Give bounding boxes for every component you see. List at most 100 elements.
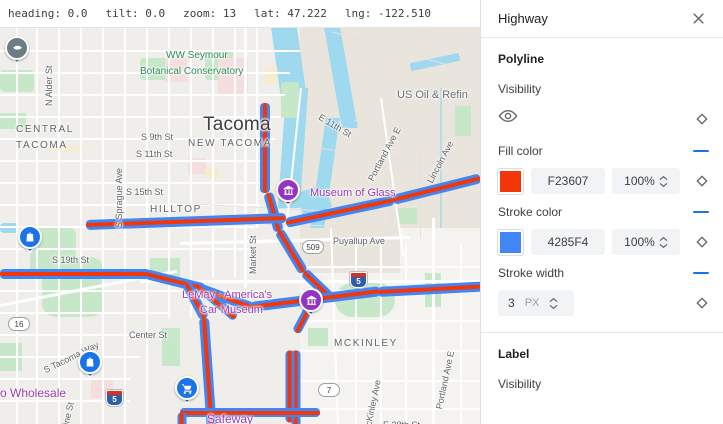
highway-polyline-segment[interactable] [0, 269, 150, 279]
fill-color-opacity-input[interactable]: 100% [612, 168, 680, 194]
close-icon[interactable] [685, 6, 711, 32]
landuse-hospital-2 [188, 158, 206, 174]
grid-street-v-east [355, 238, 357, 424]
keyframe-diamond-stroke-width[interactable] [695, 296, 709, 310]
keyframe-diamond-stroke-color[interactable] [695, 235, 709, 249]
fill-color-hex-input[interactable]: F23607 [531, 168, 605, 194]
fill-color-track-dash[interactable] [693, 149, 709, 152]
grid-street-v-east [460, 243, 462, 424]
highway-polyline-segment[interactable] [260, 103, 270, 193]
road-market-st [244, 28, 247, 288]
grid-street-v [168, 28, 170, 318]
poi-marker-museum-of-glass[interactable] [276, 178, 300, 208]
shopping-cart-icon [175, 376, 199, 400]
grid-street-h [0, 312, 170, 314]
grid-street-h [0, 138, 275, 140]
grid-street-h [0, 72, 290, 74]
grid-street-v [234, 28, 236, 278]
stroke-color-row: Stroke color [481, 198, 723, 225]
shield-sr-16: 16 [8, 317, 30, 331]
landuse-hospital-3 [218, 58, 248, 94]
shield-sr-7: 7 [318, 383, 340, 397]
section-title-polyline: Polyline [498, 52, 545, 66]
grid-street-h [0, 160, 270, 162]
section-divider [481, 332, 723, 333]
status-heading: heading: 0.0 [8, 7, 88, 20]
faint-road [390, 128, 391, 238]
eye-icon[interactable] [498, 106, 518, 131]
grid-street-h [0, 290, 240, 292]
poi-marker-store-north[interactable] [18, 225, 42, 255]
water-edge-left [0, 223, 18, 233]
status-zoom: zoom: 13 [183, 7, 237, 20]
grid-street-h-east [300, 320, 480, 322]
fill-color-label: Fill color [498, 143, 543, 158]
shield-sr-509: 509 [302, 240, 324, 254]
park-ne [455, 106, 471, 136]
grid-street-h [0, 400, 130, 402]
grid-street-h [0, 116, 280, 118]
stroke-width-input[interactable]: 3 PX [498, 290, 574, 316]
stroke-width-row: Stroke width [481, 259, 723, 286]
park-stadium [281, 82, 299, 118]
poi-marker-lemay-car-museum[interactable] [299, 288, 323, 318]
poi-marker-conservatory[interactable] [5, 36, 29, 66]
fill-color-swatch[interactable] [498, 168, 523, 194]
stroke-width-track-dash[interactable] [693, 271, 709, 274]
polyline-visibility-control-row [481, 102, 723, 137]
stroke-color-hex-input[interactable]: 4285F4 [531, 229, 605, 255]
grid-street-h [0, 204, 260, 206]
landuse-hospital-1 [165, 58, 187, 82]
landuse-school-3 [265, 66, 277, 84]
water-creek-right [440, 88, 442, 228]
grid-street-h [0, 248, 250, 250]
keyframe-diamond-polyline-visibility[interactable] [695, 112, 709, 126]
map-canvas[interactable]: 509 16 7 5 5 [0, 28, 480, 424]
fill-opacity-stepper[interactable] [659, 175, 668, 188]
road-portland-ave-e-south [432, 218, 435, 424]
poi-marker-safeway[interactable] [175, 376, 199, 406]
shield-i-5-south: 5 [106, 390, 123, 406]
grid-street-v-east [380, 238, 382, 424]
grid-street-h-east [300, 350, 480, 352]
grid-street-v-east [405, 243, 407, 424]
grid-street-h [0, 50, 300, 52]
museum-icon [276, 178, 300, 202]
grid-street-h-east [300, 408, 480, 410]
museum-icon [299, 288, 323, 312]
poi-marker-costco-wholesale[interactable] [78, 350, 102, 380]
page-title: Highway [498, 11, 548, 26]
panel-header: Highway [481, 0, 723, 38]
park-s2 [308, 328, 328, 346]
keyframe-diamond-fill-color[interactable] [695, 174, 709, 188]
status-lat: lat: 47.222 [254, 7, 327, 20]
grid-street-v [190, 28, 192, 318]
stroke-color-swatch[interactable] [498, 229, 523, 255]
grid-street-h [0, 378, 130, 380]
status-lng: lng: -122.510 [344, 7, 432, 20]
stroke-width-unit: PX [524, 297, 540, 309]
highway-polyline-segment[interactable] [177, 412, 187, 424]
stroke-opacity-stepper[interactable] [659, 236, 668, 249]
shopping-bag-icon [78, 350, 102, 374]
highway-polyline-segment[interactable] [180, 408, 320, 417]
stroke-width-label: Stroke width [498, 265, 565, 280]
stroke-color-controls: 4285F4 100% [481, 225, 723, 259]
grid-street-h [0, 334, 150, 336]
stroke-width-value: 3 [508, 296, 515, 310]
map-pane[interactable]: heading: 0.0 tilt: 0.0 zoom: 13 lat: 47.… [0, 0, 480, 424]
stroke-opacity-value: 100% [624, 235, 655, 249]
polyline-visibility-label: Visibility [498, 81, 542, 96]
fill-color-row: Fill color [481, 137, 723, 164]
grid-street-h-east [300, 380, 480, 382]
stroke-width-stepper[interactable] [549, 297, 558, 310]
stroke-color-track-dash[interactable] [693, 210, 709, 213]
stroke-color-opacity-input[interactable]: 100% [612, 229, 680, 255]
grid-street-v [212, 28, 214, 278]
label-visibility-row: Visibility [481, 370, 723, 397]
stroke-color-label: Stroke color [498, 204, 563, 219]
properties-panel: Highway Polyline Visibility [480, 0, 723, 424]
polyline-visibility-row: Visibility [481, 75, 723, 102]
shield-i-5-north: 5 [350, 272, 367, 288]
stroke-width-controls: 3 PX [481, 286, 723, 320]
